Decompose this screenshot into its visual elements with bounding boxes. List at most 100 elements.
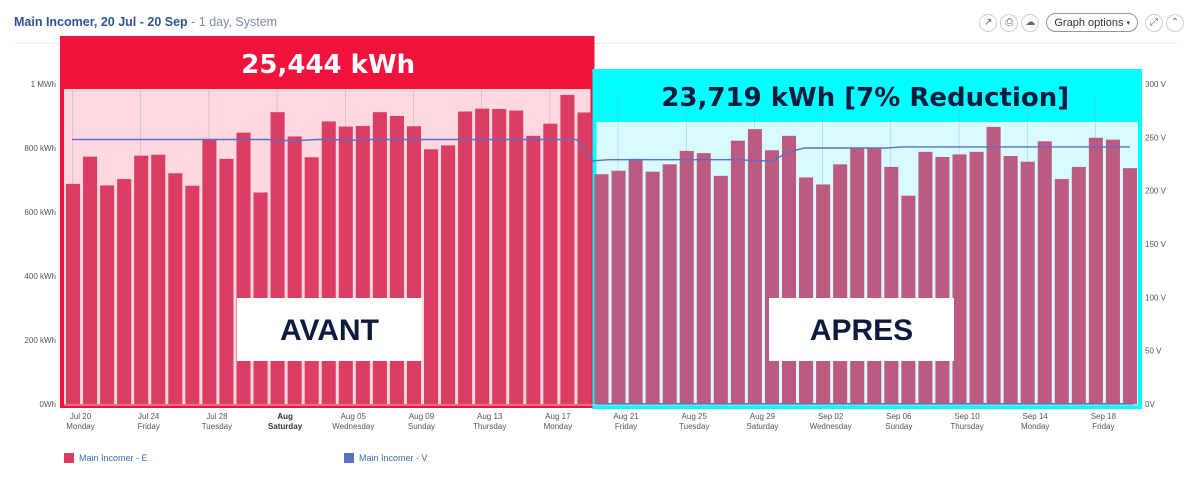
before-total-banner [64, 40, 591, 89]
y-right-tick-label: 100 V [1145, 293, 1167, 302]
x-tick-sublabel: Monday [1021, 422, 1049, 431]
y-left-tick-label: 600 kWh [24, 208, 56, 217]
cloud-download-icon[interactable]: ☁ [1021, 13, 1040, 32]
energy-bar [799, 177, 814, 404]
energy-bar [475, 108, 490, 404]
after-total-banner [596, 73, 1138, 122]
legend-energy-label: Main Incomer - E [79, 453, 148, 463]
x-tick-label: Aug 09 [409, 412, 435, 421]
energy-bar [1071, 166, 1086, 404]
before-label-box [237, 298, 422, 361]
energy-bar [594, 174, 609, 404]
energy-bar [1105, 139, 1120, 404]
energy-bar [355, 125, 370, 405]
energy-bar [918, 151, 933, 404]
energy-bar [884, 166, 899, 404]
chart-title-main: Main Incomer, 20 Jul - 20 Sep [14, 15, 188, 29]
voltage-line [72, 138, 1130, 162]
energy-bar [304, 157, 319, 404]
chart-title: Main Incomer, 20 Jul - 20 Sep - 1 day, S… [14, 15, 277, 29]
energy-bar [747, 129, 762, 404]
x-tick-label: Sep 02 [818, 412, 844, 421]
energy-bar [1020, 161, 1035, 404]
x-tick-label: Jul 24 [138, 412, 160, 421]
x-tick-sublabel: Monday [66, 422, 94, 431]
x-tick-label: Sep 14 [1023, 412, 1049, 421]
graph-options-button[interactable]: Graph options ▾ [1046, 13, 1138, 32]
energy-bar [713, 175, 728, 404]
x-tick-sublabel: Sunday [408, 422, 435, 431]
energy-bar [1088, 137, 1103, 404]
energy-bar [458, 111, 473, 405]
energy-bar [424, 149, 439, 404]
energy-bar [321, 121, 336, 404]
chevron-down-icon: ▾ [1126, 19, 1130, 27]
energy-bar [867, 148, 882, 404]
print-icon[interactable]: ⎙ [1000, 13, 1019, 32]
energy-bar [1054, 179, 1069, 404]
x-tick-label: Aug 29 [750, 412, 776, 421]
energy-bar [66, 183, 81, 404]
energy-bar [509, 110, 524, 404]
after-label-box [769, 298, 954, 361]
energy-bar [526, 135, 541, 404]
energy-bar [969, 151, 984, 404]
x-tick-sublabel: Saturday [746, 422, 778, 431]
legend-energy[interactable]: Main Incomer - E [64, 453, 148, 463]
x-tick-sublabel: Friday [1092, 422, 1114, 431]
energy-bar [850, 148, 865, 404]
x-tick-sublabel: Wednesday [332, 422, 374, 431]
y-right-tick-label: 250 V [1145, 133, 1167, 142]
x-tick-sublabel: Sunday [885, 422, 912, 431]
y-right-tick-label: 150 V [1145, 240, 1167, 249]
energy-bar [219, 158, 234, 404]
y-left-tick-label: 0Wh [40, 400, 56, 409]
energy-bar [83, 156, 98, 404]
energy-bar [1122, 168, 1137, 404]
chart-title-subtitle: - 1 day, System [187, 15, 278, 29]
after-total-text: 23,719 kWh [7% Reduction] [661, 83, 1069, 113]
x-tick-label: Aug 17 [545, 412, 571, 421]
header-divider [14, 43, 1178, 44]
before-total-text: 25,444 kWh [241, 50, 415, 80]
x-tick-label: Aug 21 [613, 412, 639, 421]
before-label-text: AVANT [280, 314, 379, 347]
expand-icon[interactable]: ⤢ [1145, 13, 1163, 32]
legend-voltage-swatch [344, 453, 354, 463]
energy-bar [662, 164, 677, 404]
legend-voltage-label: Main Incomer - V [359, 453, 428, 463]
energy-bar [696, 153, 711, 404]
energy-bar [168, 173, 183, 404]
energy-bar [816, 184, 831, 404]
y-left-tick-label: 200 kWh [24, 336, 56, 345]
energy-bar [730, 140, 745, 404]
x-tick-label: Aug 25 [682, 412, 708, 421]
energy-bar [236, 132, 251, 404]
graph-options-label: Graph options [1054, 16, 1124, 29]
y-left-tick-label: 400 kWh [24, 272, 56, 281]
x-tick-sublabel: Saturday [268, 422, 303, 431]
x-tick-sublabel: Wednesday [810, 422, 852, 431]
x-tick-label: Sep 10 [954, 412, 980, 421]
energy-bar [406, 126, 421, 405]
energy-bar [679, 150, 694, 404]
energy-bar [611, 170, 626, 404]
x-tick-sublabel: Thursday [950, 422, 983, 431]
energy-bar [202, 139, 217, 405]
energy-bar [764, 150, 779, 404]
energy-bar [645, 171, 660, 404]
legend-voltage[interactable]: Main Incomer - V [344, 453, 428, 463]
x-tick-sublabel: Tuesday [202, 422, 232, 431]
x-tick-label: Aug [277, 412, 293, 421]
energy-bar [492, 108, 507, 405]
collapse-icon[interactable]: ⌃ [1166, 13, 1184, 32]
energy-bar [628, 158, 643, 404]
external-link-icon[interactable]: ↗ [979, 13, 998, 32]
after-label-text: APRES [810, 314, 913, 347]
x-tick-label: Sep 06 [886, 412, 912, 421]
energy-bar [151, 154, 166, 404]
energy-bar [986, 126, 1001, 404]
y-left-tick-label: 1 MWh [31, 80, 56, 89]
y-right-tick-label: 0V [1145, 400, 1155, 409]
